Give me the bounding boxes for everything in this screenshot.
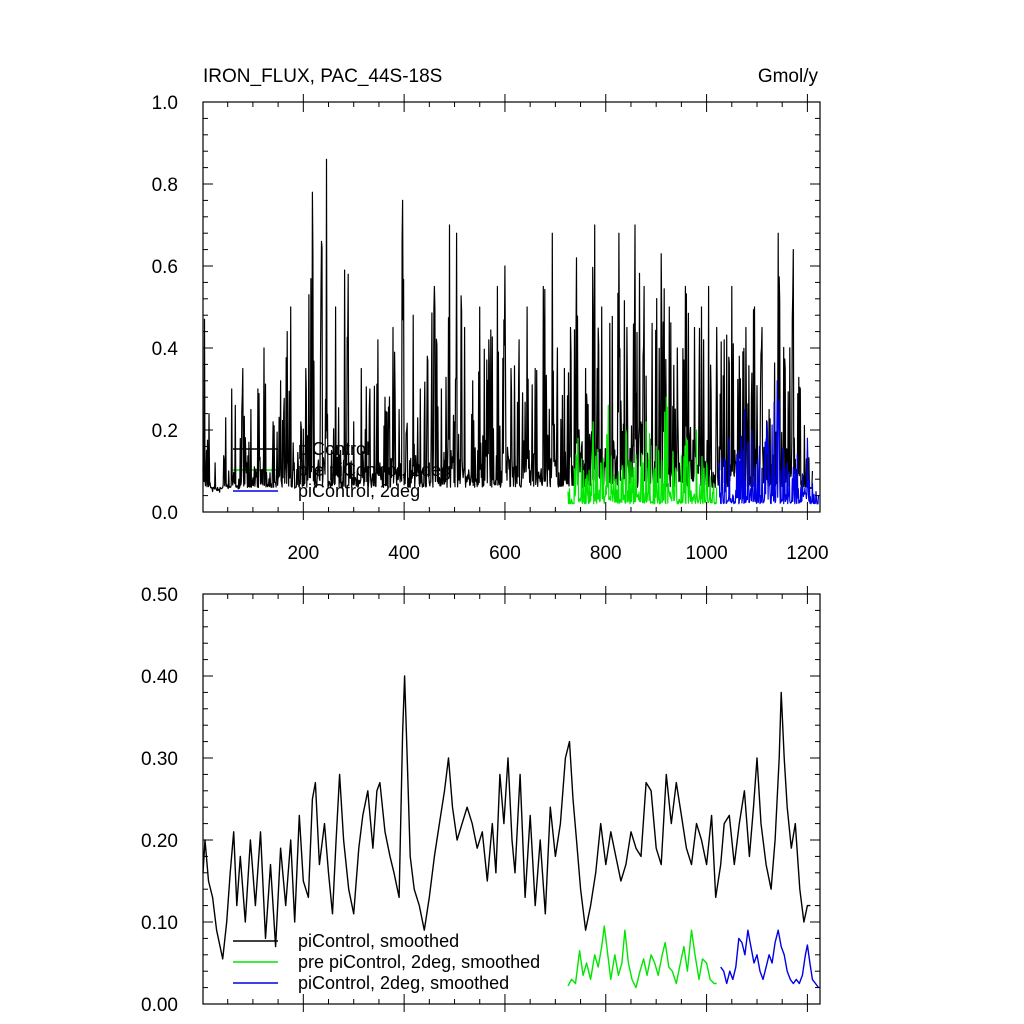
x-tick-label: 600	[489, 543, 521, 564]
series-line	[202, 158, 813, 493]
plot-frame	[202, 593, 821, 1005]
plot-frame	[202, 101, 821, 513]
y-tick-label: 0.2	[152, 421, 178, 442]
y-tick-label: 0.4	[152, 339, 179, 360]
series-line	[202, 675, 811, 960]
y-tick-label: 0.10	[141, 913, 178, 934]
legend-label: piControl, smoothed	[298, 931, 459, 951]
top-panel: IRON_FLUX, PAC_44S-18S Gmol/y piControlp…	[152, 66, 829, 564]
axes: 0.00 0.10 0.20 0.30 0.40 0.50	[141, 585, 820, 1016]
legend-label: piControl, 2deg, smoothed	[298, 973, 509, 993]
axes: 0.0 0.2 0.4 0.6 0.8 1.0 200 400 600 800 1000 1200	[152, 93, 829, 564]
y-tick-label: 0.20	[141, 831, 178, 852]
units-label: Gmol/y	[758, 66, 819, 87]
y-tick-label: 0.8	[152, 175, 178, 196]
legend-label: pre piControl, 2deg, smoothed	[298, 952, 540, 972]
series-group	[202, 675, 820, 989]
y-tick-label: 1.0	[152, 93, 178, 114]
series-line	[567, 925, 717, 989]
x-tick-label: 800	[590, 543, 622, 564]
y-tick-label: 0.6	[152, 257, 178, 278]
x-tick-label: 1200	[786, 543, 828, 564]
y-tick-label: 0.00	[141, 995, 178, 1016]
series-group	[202, 158, 820, 505]
x-tick-label: 200	[287, 543, 319, 564]
y-tick-label: 0.40	[141, 667, 178, 688]
series-line	[718, 380, 820, 505]
y-tick-label: 0.50	[141, 585, 178, 606]
y-tick-label: 0.0	[152, 503, 178, 524]
series-line	[720, 929, 820, 989]
x-tick-label: 1000	[685, 543, 727, 564]
x-tick-label: 400	[388, 543, 420, 564]
y-tick-label: 0.30	[141, 749, 178, 770]
chart-title: IRON_FLUX, PAC_44S-18S	[203, 66, 442, 87]
series-line	[567, 396, 718, 505]
